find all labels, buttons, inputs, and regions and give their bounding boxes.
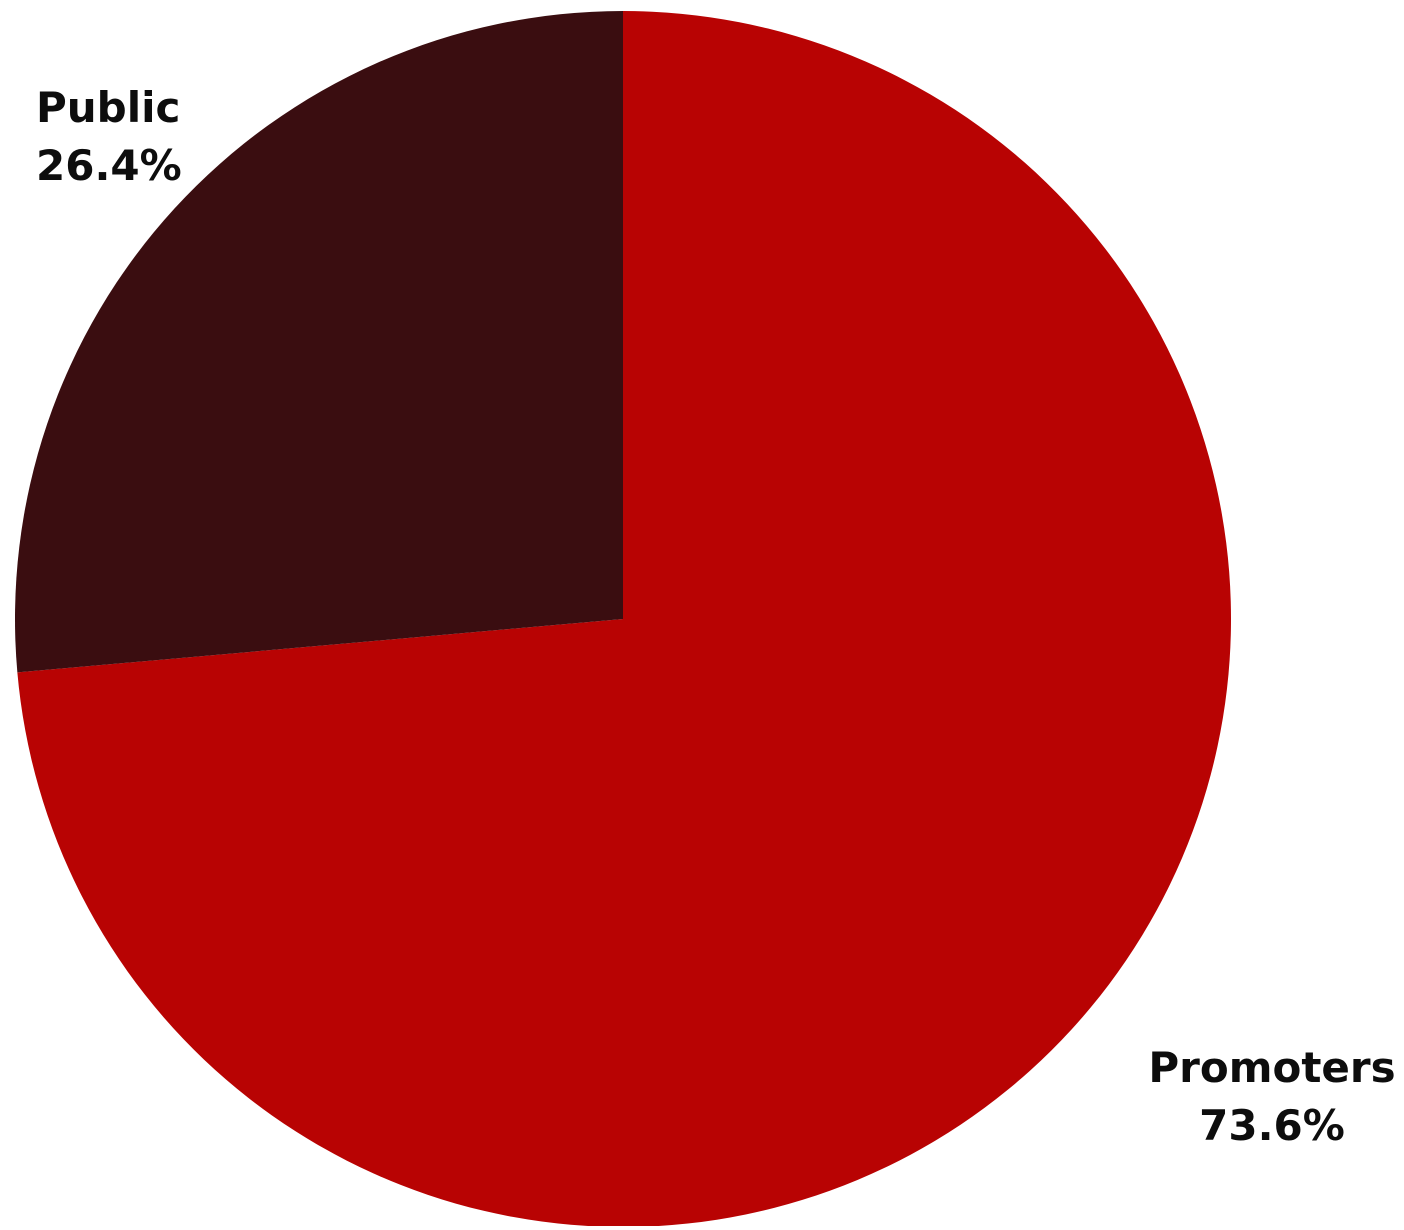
pie-slice-public: [14, 11, 624, 673]
pie-slices: [14, 11, 1231, 1228]
public-slice-value: 26.4%: [36, 141, 182, 190]
public-slice-name: Public: [36, 83, 181, 132]
promoters-slice-value: 73.6%: [1199, 1101, 1345, 1150]
promoters-slice-name: Promoters: [1148, 1043, 1396, 1092]
data-label-public: Public 26.4%: [36, 79, 182, 195]
pie-slice-promoters: [17, 11, 1231, 1228]
data-label-promoters: Promoters 73.6%: [1147, 1039, 1397, 1155]
